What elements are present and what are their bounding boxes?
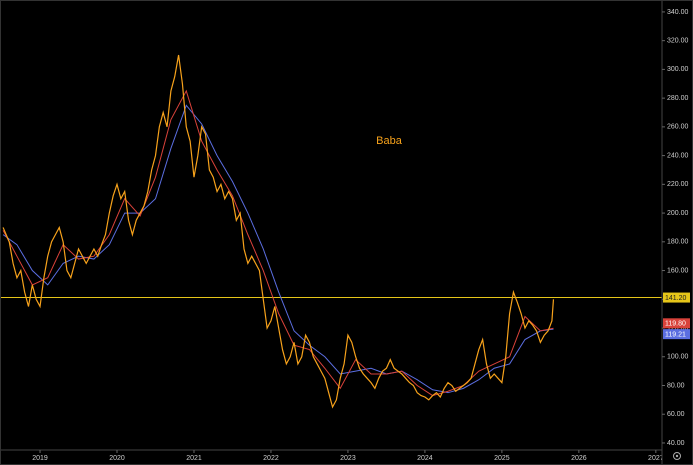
y-tick-label: 240.00 (667, 152, 689, 159)
y-tick-label: 300.00 (667, 66, 689, 73)
settings-icon-dot (675, 454, 679, 458)
y-tick-label: 80.00 (667, 382, 685, 389)
last-value-label: 119.21 (665, 331, 686, 338)
y-tick-label: 100.00 (667, 354, 689, 361)
y-tick-label: 220.00 (667, 181, 689, 188)
y-tick-label: 40.00 (667, 440, 685, 447)
settings-icon (673, 452, 681, 460)
x-tick-label: 2022 (263, 455, 279, 462)
x-tick-label: 2019 (32, 455, 48, 462)
x-tick-label: 2025 (494, 455, 510, 462)
x-tick-label: 2027 (648, 455, 664, 462)
x-tick-label: 2021 (186, 455, 202, 462)
y-tick-label: 180.00 (667, 239, 689, 246)
y-tick-label: 280.00 (667, 95, 689, 102)
x-tick-label: 2026 (571, 455, 587, 462)
x-tick-label: 2023 (340, 455, 356, 462)
y-tick-label: 160.00 (667, 267, 689, 274)
price-level-label: 141.20 (665, 295, 687, 302)
y-tick-label: 200.00 (667, 210, 689, 217)
y-tick-label: 340.00 (667, 9, 689, 16)
y-tick-label: 320.00 (667, 38, 689, 45)
x-tick-label: 2020 (109, 455, 125, 462)
chart-title: Baba (376, 135, 403, 147)
y-tick-label: 60.00 (667, 411, 685, 418)
y-tick-label: 260.00 (667, 124, 689, 131)
y-axis-panel (662, 0, 693, 465)
last-value-box (663, 318, 690, 329)
x-tick-label: 2024 (417, 455, 433, 462)
price-line (2, 104, 554, 394)
last-value-box (663, 329, 690, 340)
last-value-label: 119.80 (665, 321, 686, 328)
y-tick-label: 120.00 (667, 325, 689, 332)
price-line (2, 54, 555, 409)
price-level-label-box (663, 292, 690, 303)
